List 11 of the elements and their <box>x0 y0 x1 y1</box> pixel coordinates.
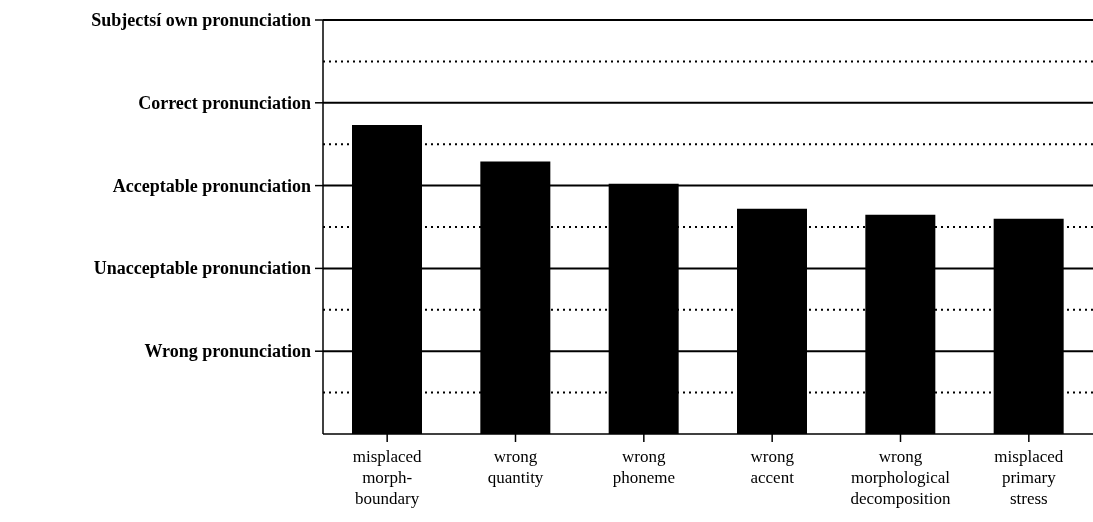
x-tick-label: wrong quantity <box>487 447 544 487</box>
x-tick-label: misplaced primary stress <box>994 447 1064 508</box>
x-tick-label: wrong accent <box>750 447 795 487</box>
text: Unacceptable pronunciation <box>93 258 311 279</box>
text: Acceptable pronunciation <box>112 175 311 196</box>
x-tick-label: wrong phoneme <box>612 447 675 487</box>
text: Wrong pronunciation <box>144 341 311 362</box>
x-tick-label: wrong morphological decomposition <box>850 447 952 508</box>
x-tick-label: misplaced morph-boundary <box>352 447 423 508</box>
text: Subjectsí own pronunciation <box>91 10 311 30</box>
text: Correct pronunciation <box>138 92 311 113</box>
